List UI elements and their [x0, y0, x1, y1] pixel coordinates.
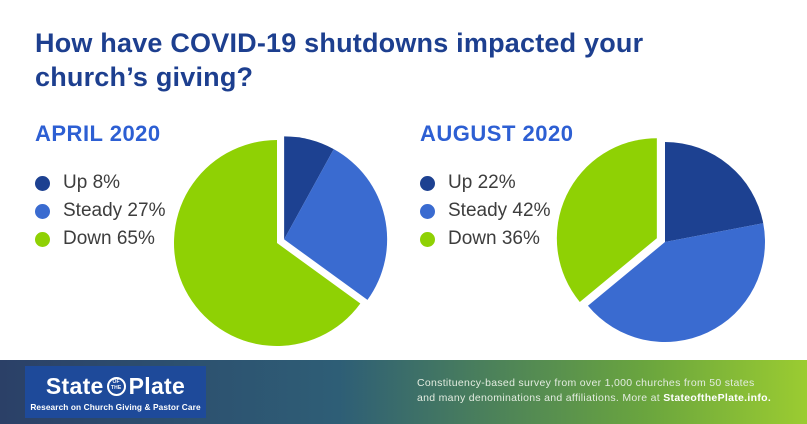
footer-band: State OF THE Plate Research on Church Gi… — [0, 360, 807, 424]
of-the-circle-icon: OF THE — [106, 376, 126, 396]
august-heading: AUGUST 2020 — [420, 121, 574, 146]
legend-dot-up-icon — [420, 175, 435, 191]
august-legend-label-steady: Steady 42% — [448, 200, 551, 221]
logo-circle-line1: OF — [112, 379, 120, 386]
legend-dot-down-icon — [420, 231, 435, 247]
april-legend-item-up: Up 8% — [35, 169, 165, 197]
pie-slice-down — [556, 138, 657, 302]
pie-slice-down — [174, 140, 361, 346]
august-legend-item-steady: Steady 42% — [420, 197, 550, 225]
april-legend-label-steady: Steady 27% — [63, 200, 166, 221]
april-pie-chart — [174, 136, 388, 346]
august-legend: Up 22% Steady 42% Down 36% — [420, 169, 550, 253]
logo-word-plate: Plate — [128, 372, 186, 399]
august-legend-item-up: Up 22% — [420, 169, 550, 197]
april-heading: APRIL 2020 — [35, 121, 161, 146]
state-of-the-plate-logo: State OF THE Plate Research on Church Gi… — [25, 366, 206, 418]
august-legend-label-down: Down 36% — [448, 228, 540, 249]
logo-tagline: Research on Church Giving & Pastor Care — [30, 401, 201, 412]
footer-note-line2: and many denominations and affiliations.… — [417, 392, 664, 404]
footer-note: Constituency-based survey from over 1,00… — [417, 376, 771, 406]
logo-circle-line2: THE — [110, 385, 122, 391]
legend-dot-down-icon — [35, 231, 50, 247]
april-legend-item-down: Down 65% — [35, 225, 165, 253]
pie-slice-steady — [284, 149, 388, 300]
august-legend-label-up: Up 22% — [448, 172, 516, 193]
pie-slice-up — [665, 142, 764, 242]
pie-slice-steady — [587, 223, 765, 342]
footer-note-line1: Constituency-based survey from over 1,00… — [417, 377, 755, 389]
main-title: How have COVID-19 shutdowns impacted you… — [35, 28, 644, 92]
pie-slice-up — [284, 136, 334, 240]
april-legend: Up 8% Steady 27% Down 65% — [35, 169, 165, 253]
logo-wordmark: State OF THE Plate — [46, 373, 185, 400]
legend-dot-up-icon — [35, 175, 50, 191]
logo-word-state: State — [45, 372, 104, 399]
april-legend-label-down: Down 65% — [63, 228, 155, 249]
august-legend-item-down: Down 36% — [420, 225, 550, 253]
legend-dot-steady-icon — [420, 203, 435, 219]
august-pie-chart — [556, 138, 765, 342]
legend-dot-steady-icon — [35, 203, 50, 219]
footer-note-link: StateofthePlate.info. — [663, 392, 772, 404]
april-legend-item-steady: Steady 27% — [35, 197, 165, 225]
april-legend-label-up: Up 8% — [63, 172, 121, 193]
